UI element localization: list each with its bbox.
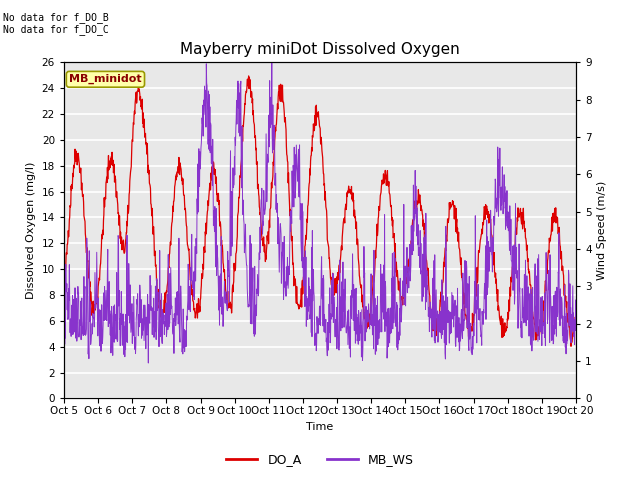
Text: MB_minidot: MB_minidot bbox=[69, 74, 141, 84]
X-axis label: Time: Time bbox=[307, 421, 333, 432]
Y-axis label: Dissolved Oxygen (mg/l): Dissolved Oxygen (mg/l) bbox=[26, 162, 36, 299]
Text: No data for f_DO_B
No data for f_DO_C: No data for f_DO_B No data for f_DO_C bbox=[3, 12, 109, 36]
Legend: DO_A, MB_WS: DO_A, MB_WS bbox=[221, 448, 419, 471]
Y-axis label: Wind Speed (m/s): Wind Speed (m/s) bbox=[597, 181, 607, 280]
Title: Mayberry miniDot Dissolved Oxygen: Mayberry miniDot Dissolved Oxygen bbox=[180, 42, 460, 57]
